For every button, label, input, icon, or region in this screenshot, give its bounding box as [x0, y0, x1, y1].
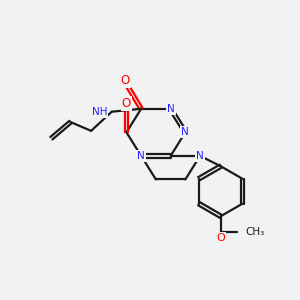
Text: N: N [167, 104, 175, 114]
Text: NH: NH [92, 107, 107, 117]
Text: O: O [122, 97, 131, 110]
Text: O: O [120, 74, 130, 87]
Text: N: N [196, 151, 204, 161]
Text: N: N [137, 151, 145, 161]
Text: O: O [216, 233, 225, 243]
Text: N: N [182, 127, 189, 137]
Text: CH₃: CH₃ [246, 227, 265, 237]
